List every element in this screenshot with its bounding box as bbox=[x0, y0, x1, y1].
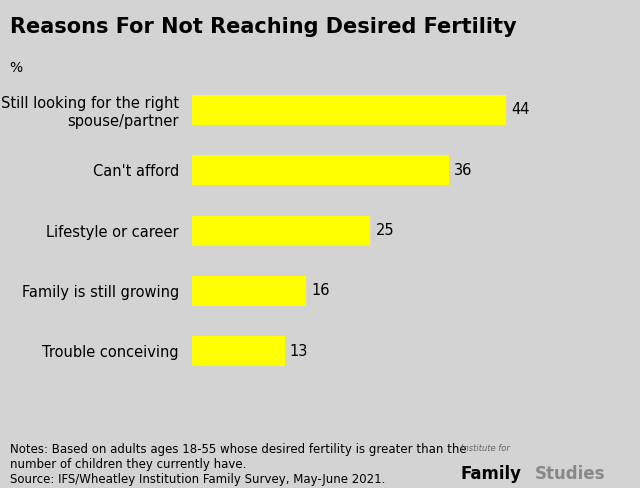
Bar bbox=[192, 155, 449, 185]
Text: %: % bbox=[10, 61, 23, 75]
Bar bbox=[192, 336, 285, 366]
Text: 13: 13 bbox=[290, 344, 308, 359]
Bar bbox=[192, 216, 371, 245]
Text: 16: 16 bbox=[311, 284, 330, 298]
Text: Institute for: Institute for bbox=[461, 444, 509, 453]
Text: 44: 44 bbox=[511, 102, 529, 118]
Text: 25: 25 bbox=[376, 223, 394, 238]
Bar bbox=[192, 95, 506, 125]
Text: Notes: Based on adults ages 18-55 whose desired fertility is greater than the
nu: Notes: Based on adults ages 18-55 whose … bbox=[10, 443, 466, 486]
Text: Family: Family bbox=[461, 465, 522, 483]
Text: 36: 36 bbox=[454, 163, 472, 178]
Bar bbox=[192, 276, 306, 306]
Text: Studies: Studies bbox=[534, 465, 605, 483]
Text: Reasons For Not Reaching Desired Fertility: Reasons For Not Reaching Desired Fertili… bbox=[10, 17, 516, 37]
